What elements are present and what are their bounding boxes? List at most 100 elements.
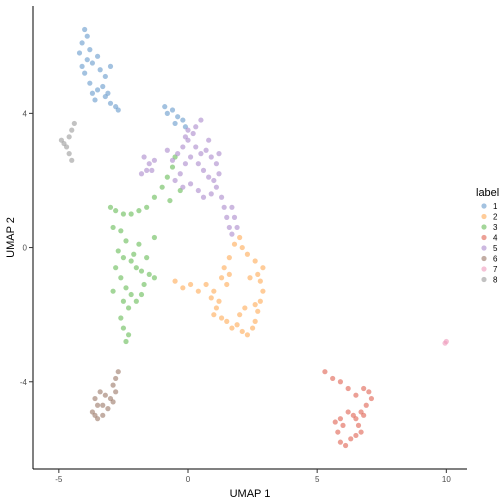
point-label-6: [113, 375, 119, 382]
point-label-4: [342, 442, 349, 449]
point-label-2: [211, 288, 217, 294]
point-label-4: [353, 432, 359, 439]
point-label-3: [118, 228, 124, 234]
point-label-1: [102, 93, 108, 100]
point-label-3: [141, 281, 147, 288]
point-label-5: [216, 171, 222, 177]
point-label-2: [203, 281, 209, 288]
point-label-3: [125, 332, 132, 338]
point-label-5: [190, 130, 196, 137]
point-label-2: [221, 265, 227, 271]
point-label-4: [335, 429, 341, 435]
point-label-5: [195, 161, 201, 167]
y-axis-label: UMAP 2: [5, 217, 17, 258]
point-label-5: [200, 194, 207, 200]
point-label-3: [120, 325, 127, 331]
point-label-2: [252, 318, 258, 324]
point-label-4: [345, 409, 351, 415]
point-label-3: [164, 174, 170, 180]
point-label-1: [79, 63, 85, 69]
point-label-2: [260, 288, 266, 294]
point-label-2: [195, 288, 201, 294]
point-label-5: [182, 161, 189, 167]
point-label-5: [146, 161, 152, 167]
point-label-4: [337, 379, 344, 385]
point-label-3: [138, 291, 145, 298]
point-label-3: [136, 241, 142, 247]
point-label-1: [82, 70, 88, 76]
point-label-3: [144, 255, 150, 261]
point-label-3: [123, 338, 129, 345]
point-label-6: [110, 382, 116, 388]
point-label-1: [94, 53, 101, 59]
point-label-5: [169, 157, 176, 163]
x-tick-label: 0: [186, 475, 191, 484]
point-label-4: [361, 385, 367, 392]
point-label-3: [159, 184, 165, 190]
legend-key-1: [481, 203, 487, 209]
point-label-3: [128, 211, 134, 217]
point-label-4: [353, 392, 359, 398]
legend-title: label: [476, 187, 499, 199]
point-label-2: [218, 315, 225, 321]
point-label-4: [355, 422, 362, 428]
point-label-2: [211, 312, 217, 318]
point-label-5: [195, 187, 201, 194]
point-label-1: [180, 117, 186, 123]
legend-label-2: 2: [493, 213, 498, 222]
point-label-5: [218, 194, 225, 200]
point-label-2: [229, 325, 235, 331]
point-label-1: [79, 40, 85, 46]
point-label-4: [330, 375, 336, 382]
point-label-3: [128, 258, 134, 264]
point-label-6: [105, 406, 111, 412]
point-label-2: [255, 271, 261, 278]
point-label-4: [322, 369, 328, 375]
legend-items: 1 23 45 67 8: [481, 202, 498, 285]
point-label-1: [162, 104, 168, 110]
point-label-2: [239, 244, 245, 251]
point-label-5: [187, 181, 194, 187]
point-label-6: [110, 399, 116, 405]
point-label-1: [172, 120, 178, 127]
point-label-1: [84, 33, 90, 39]
point-label-2: [226, 271, 232, 278]
point-label-5: [141, 154, 147, 160]
point-label-3: [169, 164, 176, 170]
point-label-2: [242, 305, 248, 311]
point-label-8: [66, 151, 72, 157]
point-label-8: [66, 134, 72, 140]
point-label-1: [82, 26, 88, 33]
point-label-2: [257, 278, 263, 284]
point-label-2: [249, 325, 256, 331]
point-label-5: [234, 224, 240, 231]
point-label-2: [234, 322, 240, 328]
point-label-2: [216, 298, 222, 304]
point-label-5: [144, 167, 150, 173]
point-label-5: [200, 167, 207, 173]
point-label-3: [120, 298, 127, 304]
point-label-5: [206, 174, 212, 180]
point-label-8: [63, 144, 70, 150]
point-label-5: [224, 214, 230, 220]
legend-key-7: [481, 266, 487, 272]
point-label-2: [252, 302, 258, 308]
point-label-5: [213, 161, 220, 167]
point-label-3: [133, 265, 139, 271]
point-label-1: [76, 50, 83, 56]
point-label-2: [226, 255, 232, 261]
point-label-3: [120, 211, 127, 217]
x-axis-ticks: -5 0 5 10: [55, 469, 451, 484]
legend-key-4: [481, 234, 487, 241]
point-label-2: [239, 328, 245, 335]
point-label-8: [69, 127, 75, 133]
legend-key-8: [481, 276, 487, 283]
point-label-5: [193, 144, 199, 150]
point-label-3: [115, 248, 121, 254]
point-label-2: [244, 251, 251, 257]
legend-key-6: [481, 255, 487, 262]
point-label-6: [113, 389, 119, 395]
point-label-2: [237, 234, 243, 241]
point-label-3: [118, 275, 124, 281]
point-label-3: [146, 271, 152, 278]
